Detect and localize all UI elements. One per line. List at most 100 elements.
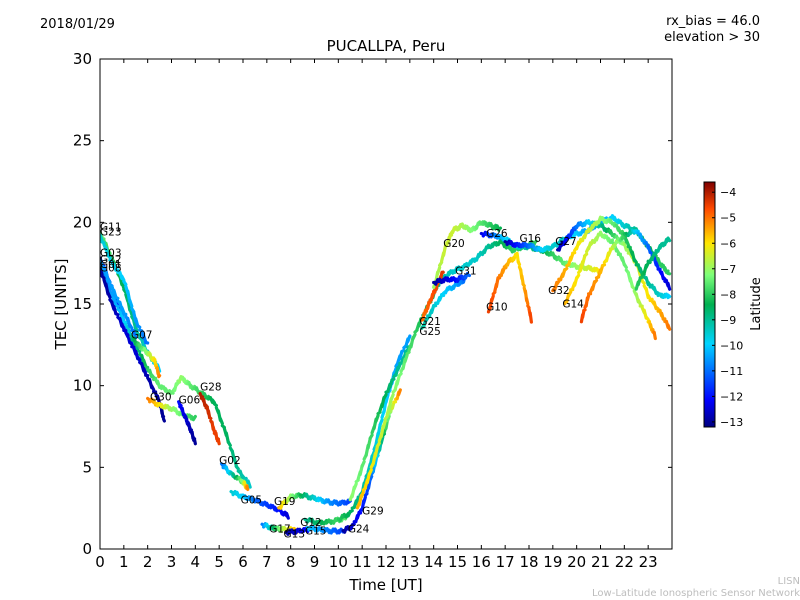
series-segment <box>652 251 658 256</box>
x-tick-label: 11 <box>353 553 372 571</box>
series-segment <box>495 233 501 240</box>
series-segment <box>622 262 628 270</box>
x-tick-label: 15 <box>448 553 467 571</box>
x-tick-label: 5 <box>214 553 224 571</box>
y-tick-label: 15 <box>73 295 92 313</box>
series-segment <box>385 414 391 423</box>
elevation-label: elevation > 30 <box>664 30 760 45</box>
satellite-label-g19: G19 <box>274 496 296 508</box>
colorbar-tick-label: −10 <box>720 339 743 352</box>
series-segment <box>245 495 251 501</box>
series-segment <box>106 277 112 284</box>
series-segment <box>203 402 208 407</box>
y-axis: 0 5 10 15 20 25 30 <box>73 50 672 558</box>
x-tick-label: 16 <box>472 553 491 571</box>
series-segment <box>436 265 442 276</box>
series-segment <box>660 242 665 248</box>
satellite-label-g10: G10 <box>486 302 508 314</box>
series-g14 <box>563 230 657 341</box>
credit-fullname: Low-Latitude Ionospheric Sensor Network <box>592 588 800 599</box>
x-tick-label: 7 <box>262 553 272 571</box>
series-segment <box>400 348 406 354</box>
x-tick-label: 6 <box>238 553 248 571</box>
series-segment <box>100 264 106 269</box>
series-segment <box>161 403 168 410</box>
series-segment <box>528 311 533 324</box>
series-segment <box>312 520 319 525</box>
series-segment <box>150 373 156 379</box>
series-segment <box>654 305 660 311</box>
series-segment <box>128 306 134 317</box>
series-segment <box>664 269 670 275</box>
series-segment <box>590 266 597 273</box>
satellite-label-g30: G30 <box>150 391 172 403</box>
series-segment <box>233 474 239 480</box>
series-segment <box>640 237 646 243</box>
series-segment <box>502 265 508 270</box>
series-segment <box>120 274 126 282</box>
series-segment <box>622 232 628 238</box>
satellite-label-g05: G05 <box>241 494 263 506</box>
series-segment <box>136 348 142 354</box>
series-segment <box>465 272 472 278</box>
series-segment <box>234 464 240 471</box>
x-tick-label: 21 <box>591 553 610 571</box>
colorbar-tick-label: −8 <box>720 288 736 301</box>
satellite-label-g12: G12 <box>300 517 322 529</box>
series-segment <box>132 330 138 340</box>
series-segment <box>654 290 660 295</box>
series-segment <box>240 473 246 480</box>
series-g08 <box>100 261 252 489</box>
x-tick-label: 14 <box>424 553 443 571</box>
series-segment <box>403 353 409 364</box>
series-segment <box>245 484 250 492</box>
series-segment <box>411 332 417 341</box>
series-segment <box>120 305 126 315</box>
satellite-label-g06: G06 <box>179 395 201 407</box>
colorbar-tick-label: −9 <box>720 314 736 327</box>
series-segment <box>390 377 396 382</box>
series-segment <box>581 255 587 266</box>
series-segment <box>360 460 366 468</box>
series-g06 <box>177 400 197 446</box>
series-g21 <box>420 270 445 322</box>
series-g22 <box>100 258 138 340</box>
series-segment <box>267 503 273 509</box>
y-tick-label: 20 <box>73 213 92 231</box>
series-segment <box>582 308 587 313</box>
series-segment <box>362 476 368 487</box>
series-segment <box>136 332 142 337</box>
series-g31 <box>432 271 472 286</box>
series-segment <box>614 218 620 224</box>
satellite-label-g01: G01 <box>100 259 122 271</box>
satellite-label-g32: G32 <box>548 285 570 297</box>
series-g15 <box>305 524 345 535</box>
rx-bias-info: rx_bias = 46.0 elevation > 30 <box>664 14 760 46</box>
series-g07 <box>129 334 162 379</box>
series-segment <box>592 221 599 227</box>
x-tick-label: 8 <box>286 553 296 571</box>
x-tick-label: 1 <box>119 553 129 571</box>
satellite-label-g25: G25 <box>419 326 441 338</box>
series-segment <box>569 252 575 262</box>
series-segment <box>374 413 380 423</box>
series-segment <box>381 419 387 430</box>
series-segment <box>142 334 148 344</box>
series-segment <box>351 522 356 527</box>
series-segment <box>232 456 238 468</box>
series-g31b <box>634 236 672 291</box>
series-segment <box>648 297 654 303</box>
series-segment <box>614 247 620 255</box>
colorbar-ticks: −4 −5 −6 −7 −8 −9 −10 −11 −12 −13 <box>712 186 743 429</box>
series-segment <box>314 496 321 502</box>
series-segment <box>363 492 369 497</box>
series-segment <box>405 350 411 356</box>
series-g32 <box>551 215 672 300</box>
colorbar-tick-label: −13 <box>720 416 743 429</box>
x-tick-label: 20 <box>567 553 586 571</box>
x-tick-label: 13 <box>400 553 419 571</box>
series-segment <box>577 239 583 246</box>
y-tick-label: 0 <box>82 540 92 558</box>
series-segment <box>139 345 145 351</box>
